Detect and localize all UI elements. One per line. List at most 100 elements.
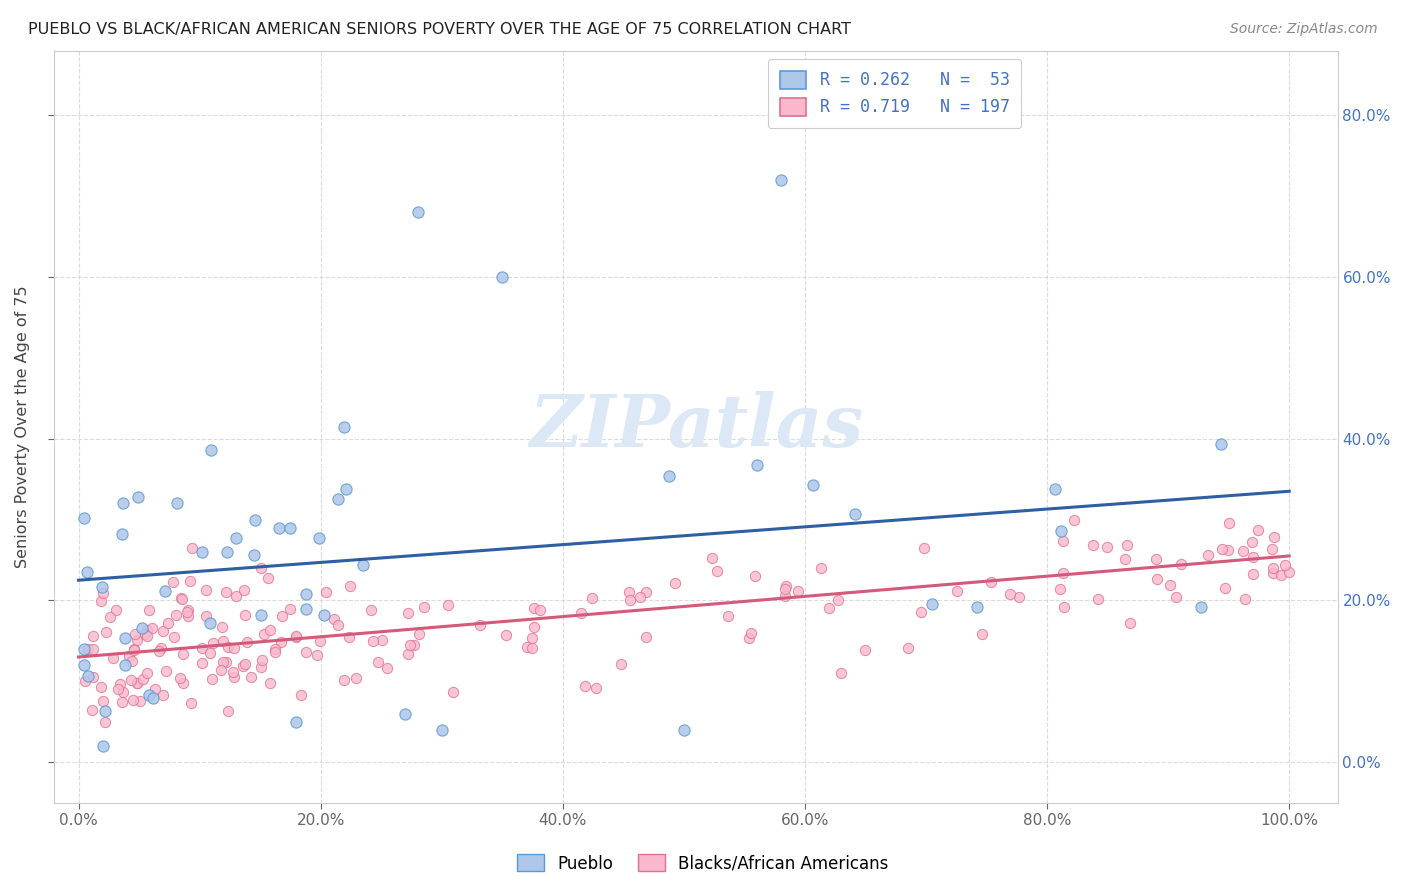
Point [217, 640, 239, 655]
Point [215, 585, 238, 599]
Point [610, 657, 633, 671]
Point [1114, 551, 1136, 566]
Point [225, 589, 247, 603]
Point [259, 624, 281, 638]
Point [217, 704, 239, 718]
Point [830, 666, 852, 681]
Point [240, 670, 263, 684]
Point [339, 579, 361, 593]
Point [212, 655, 235, 669]
Point [844, 507, 866, 521]
Point [73, 642, 96, 657]
Point [361, 634, 384, 648]
Point [337, 630, 360, 644]
Point [658, 469, 681, 483]
Point [1261, 566, 1284, 580]
Point [716, 609, 738, 624]
Point [404, 638, 426, 652]
Point [285, 714, 308, 729]
Point [135, 629, 157, 643]
Point [250, 608, 273, 623]
Point [773, 582, 796, 596]
Point [249, 561, 271, 575]
Point [413, 600, 436, 615]
Point [853, 642, 876, 657]
Point [1233, 591, 1256, 606]
Point [896, 641, 918, 656]
Point [122, 693, 145, 707]
Point [77, 669, 100, 683]
Point [912, 541, 935, 555]
Point [408, 626, 430, 640]
Point [1164, 590, 1187, 604]
Point [1053, 600, 1076, 615]
Point [775, 579, 797, 593]
Point [468, 618, 491, 632]
Point [191, 544, 214, 558]
Point [360, 603, 382, 617]
Point [201, 673, 224, 687]
Point [170, 592, 193, 607]
Point [1218, 516, 1240, 531]
Point [252, 627, 274, 641]
Point [236, 634, 259, 648]
Point [172, 648, 194, 662]
Point [118, 649, 141, 664]
Point [290, 688, 312, 702]
Point [152, 624, 174, 639]
Point [134, 627, 156, 641]
Point [224, 671, 246, 685]
Point [138, 603, 160, 617]
Point [129, 694, 152, 708]
Point [574, 679, 596, 693]
Point [270, 608, 292, 623]
Point [1116, 537, 1139, 551]
Point [225, 531, 247, 545]
Point [773, 590, 796, 604]
Point [200, 443, 222, 458]
Point [367, 655, 389, 669]
Point [176, 605, 198, 619]
Point [222, 665, 245, 680]
Point [1197, 548, 1219, 562]
Point [104, 603, 127, 617]
Point [202, 635, 225, 649]
Point [1159, 578, 1181, 592]
Point [284, 630, 307, 644]
Point [786, 584, 808, 599]
Point [430, 723, 453, 737]
Point [1049, 582, 1071, 596]
Point [155, 664, 177, 678]
Point [1247, 524, 1270, 538]
Point [243, 513, 266, 527]
Point [122, 642, 145, 657]
Text: ZIPatlas: ZIPatlas [529, 391, 863, 462]
Point [1209, 437, 1232, 451]
Point [1083, 538, 1105, 552]
Point [522, 641, 544, 656]
Point [195, 582, 218, 597]
Point [619, 593, 641, 607]
Point [94, 624, 117, 639]
Point [264, 641, 287, 656]
Point [1241, 566, 1264, 581]
Point [165, 607, 187, 622]
Point [270, 635, 292, 649]
Point [769, 173, 792, 187]
Point [191, 657, 214, 671]
Point [1215, 581, 1237, 595]
Point [1270, 568, 1292, 582]
Point [312, 607, 335, 622]
Point [82, 629, 104, 643]
Point [141, 621, 163, 635]
Point [523, 601, 546, 615]
Point [82, 670, 104, 684]
Point [738, 631, 761, 645]
Point [91, 580, 114, 594]
Point [90, 593, 112, 607]
Point [326, 491, 349, 506]
Point [1052, 566, 1074, 581]
Point [396, 647, 419, 661]
Point [267, 521, 290, 535]
Point [441, 684, 464, 698]
